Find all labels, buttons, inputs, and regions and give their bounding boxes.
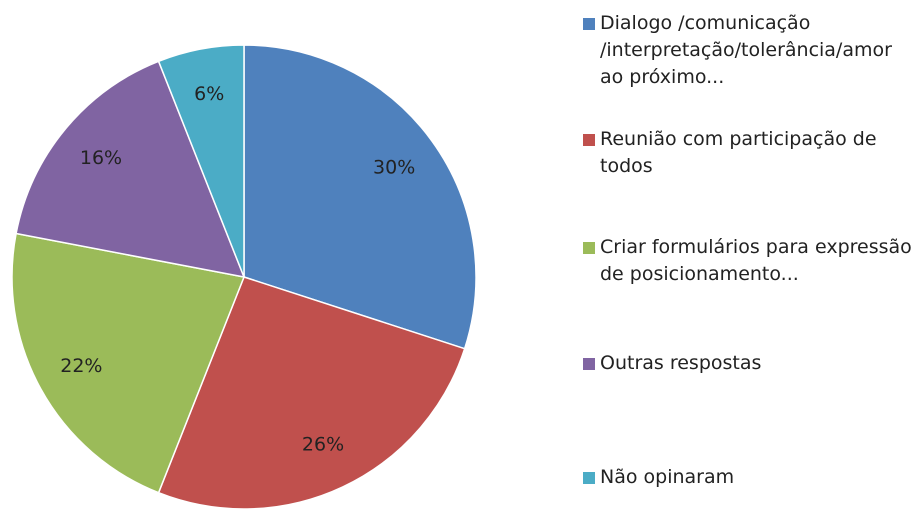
legend-item: Não opinaram [583,464,913,491]
legend-label: Criar formulários para expressão de posi… [600,236,912,285]
legend-label: Não opinaram [600,466,735,488]
legend-item: Outras respostas [583,350,913,377]
legend-item: Reunião com participação de todos [583,126,913,180]
data-label: 6% [194,83,224,105]
legend-swatch [583,18,595,30]
pie-slice [157,276,466,510]
pie-slice [15,60,246,278]
legend-label: Dialogo /comunicação /interpretação/tole… [600,12,892,88]
legend-label: Reunião com participação de todos [600,128,877,177]
legend-label: Outras respostas [600,352,762,374]
pie-slice [243,44,477,350]
pie-slice [11,232,246,494]
data-label: 16% [80,147,122,169]
legend-swatch [583,472,595,484]
legend-item: Criar formulários para expressão de posi… [583,234,913,288]
legend-swatch [583,358,595,370]
pie-slice [157,44,245,278]
legend-swatch [583,134,595,146]
legend-item: Dialogo /comunicação /interpretação/tole… [583,10,913,91]
data-label: 22% [60,355,102,377]
legend-swatch [583,242,595,254]
data-label: 26% [302,433,344,455]
data-label: 30% [373,156,415,178]
